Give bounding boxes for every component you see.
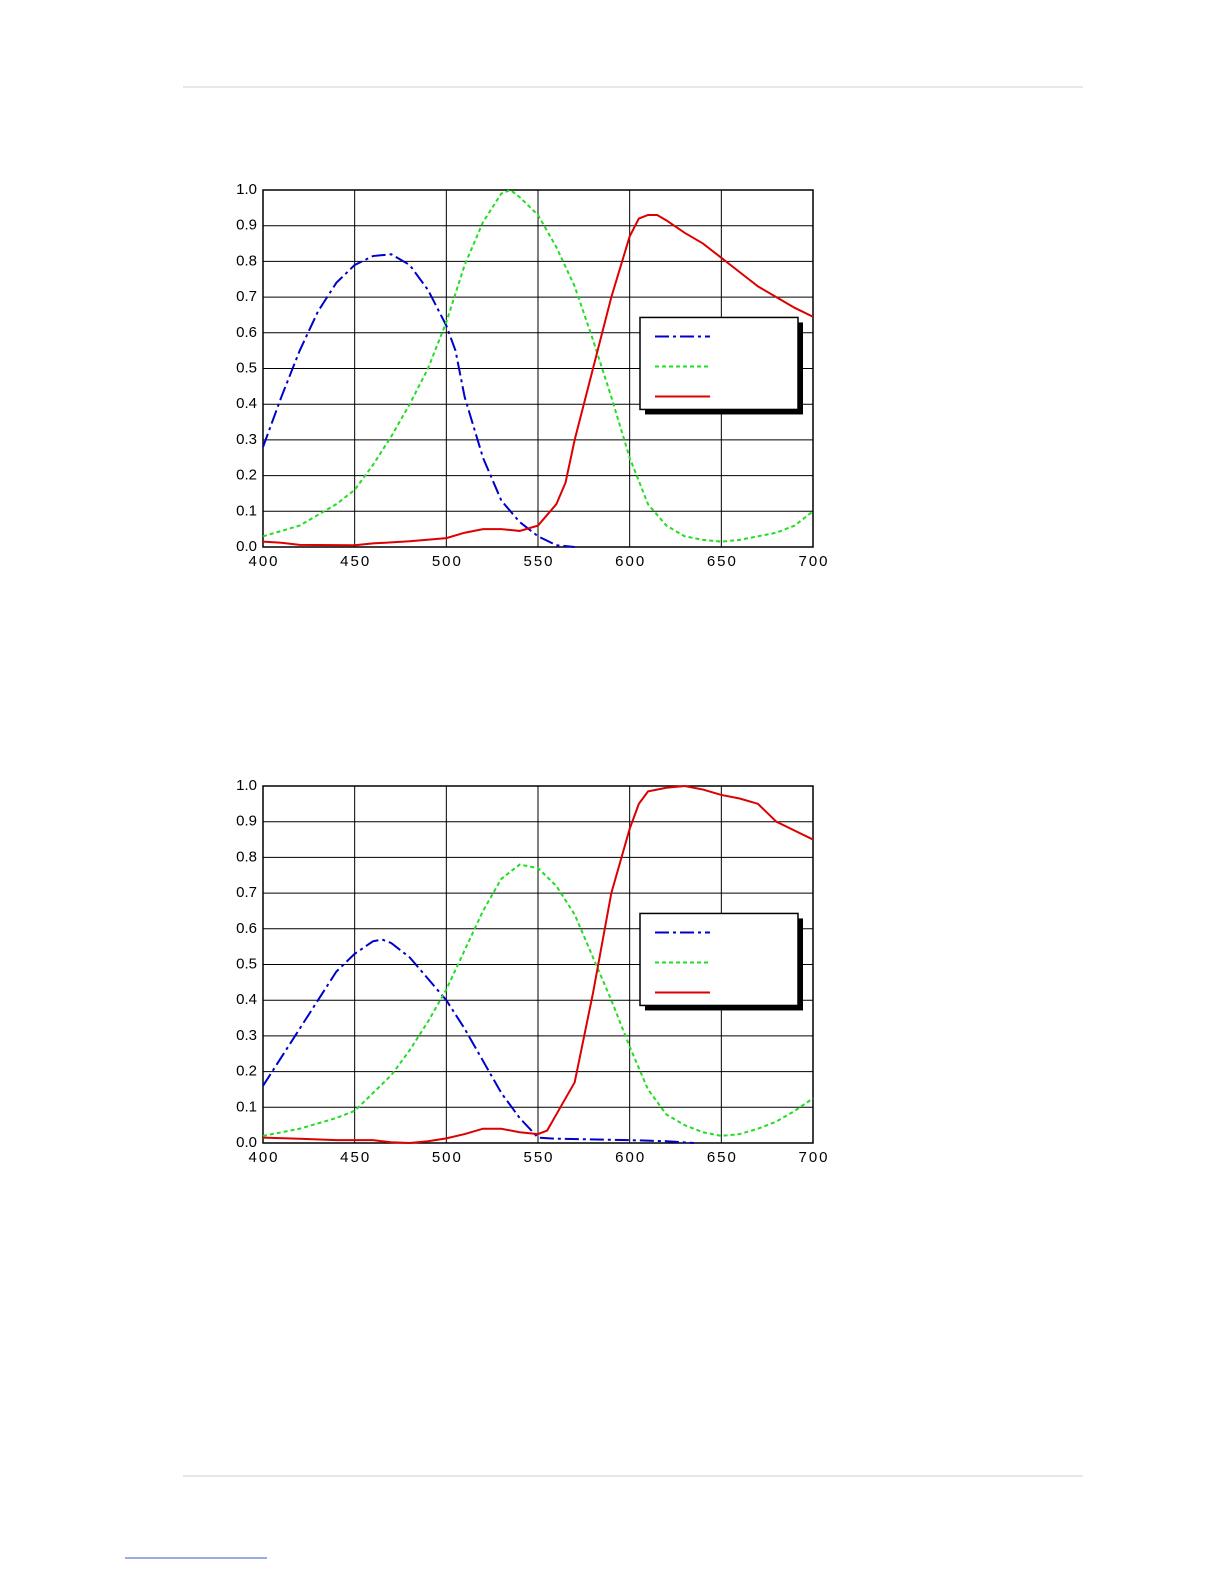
y-tick-label: 0.5 — [236, 359, 257, 376]
x-tick-label: 650 — [707, 1149, 738, 1166]
x-tick-label: 650 — [707, 553, 738, 570]
x-tick-label: 700 — [798, 553, 829, 570]
x-tick-label: 550 — [523, 553, 554, 570]
x-tick-label: 500 — [432, 1149, 463, 1166]
legend — [639, 316, 799, 411]
legend — [639, 912, 799, 1007]
y-tick-label: 0.8 — [236, 848, 257, 865]
x-tick-label: 550 — [523, 1149, 554, 1166]
x-tick-label: 500 — [432, 553, 463, 570]
x-tick-label: 400 — [248, 553, 279, 570]
series-line — [262, 863, 814, 1137]
y-tick-label: 0.1 — [236, 502, 257, 519]
y-tick-label: 1.0 — [236, 777, 257, 794]
x-tick-label: 450 — [340, 553, 371, 570]
series-line — [262, 213, 814, 547]
x-tick-label: 700 — [798, 1149, 829, 1166]
y-tick-label: 0.9 — [236, 813, 257, 830]
y-tick-label: 0.4 — [236, 991, 257, 1008]
y-tick-label: 0.7 — [236, 884, 257, 901]
chart: 0.0 0.1 0.2 0.3 0.4 0.5 0.6 0.7 0.8 0.9 1.0 400 450 5… — [236, 777, 829, 1166]
y-tick-label: 0.0 — [236, 1134, 257, 1151]
series-line — [262, 784, 814, 1145]
x-tick-label: 450 — [340, 1149, 371, 1166]
x-tick-label: 600 — [615, 553, 646, 570]
y-tick-label: 0.7 — [236, 288, 257, 305]
y-tick-label: 0.6 — [236, 324, 257, 341]
chart: 0.0 0.1 0.2 0.3 0.4 0.5 0.6 0.7 0.8 0.9 1.0 400 450 5… — [236, 181, 829, 570]
y-tick-label: 0.5 — [236, 955, 257, 972]
series-line — [262, 188, 814, 543]
y-tick-label: 1.0 — [236, 181, 257, 198]
y-tick-label: 0.2 — [236, 467, 257, 484]
x-tick-label: 400 — [248, 1149, 279, 1166]
y-tick-label: 0.3 — [236, 1027, 257, 1044]
y-tick-label: 0.8 — [236, 252, 257, 269]
y-tick-label: 0.3 — [236, 431, 257, 448]
y-tick-label: 0.4 — [236, 395, 257, 412]
y-tick-label: 0.0 — [236, 538, 257, 555]
y-tick-label: 0.1 — [236, 1098, 257, 1115]
series-line — [262, 938, 694, 1144]
y-tick-label: 0.9 — [236, 217, 257, 234]
x-tick-label: 600 — [615, 1149, 646, 1166]
y-tick-label: 0.6 — [236, 920, 257, 937]
y-tick-label: 0.2 — [236, 1063, 257, 1080]
